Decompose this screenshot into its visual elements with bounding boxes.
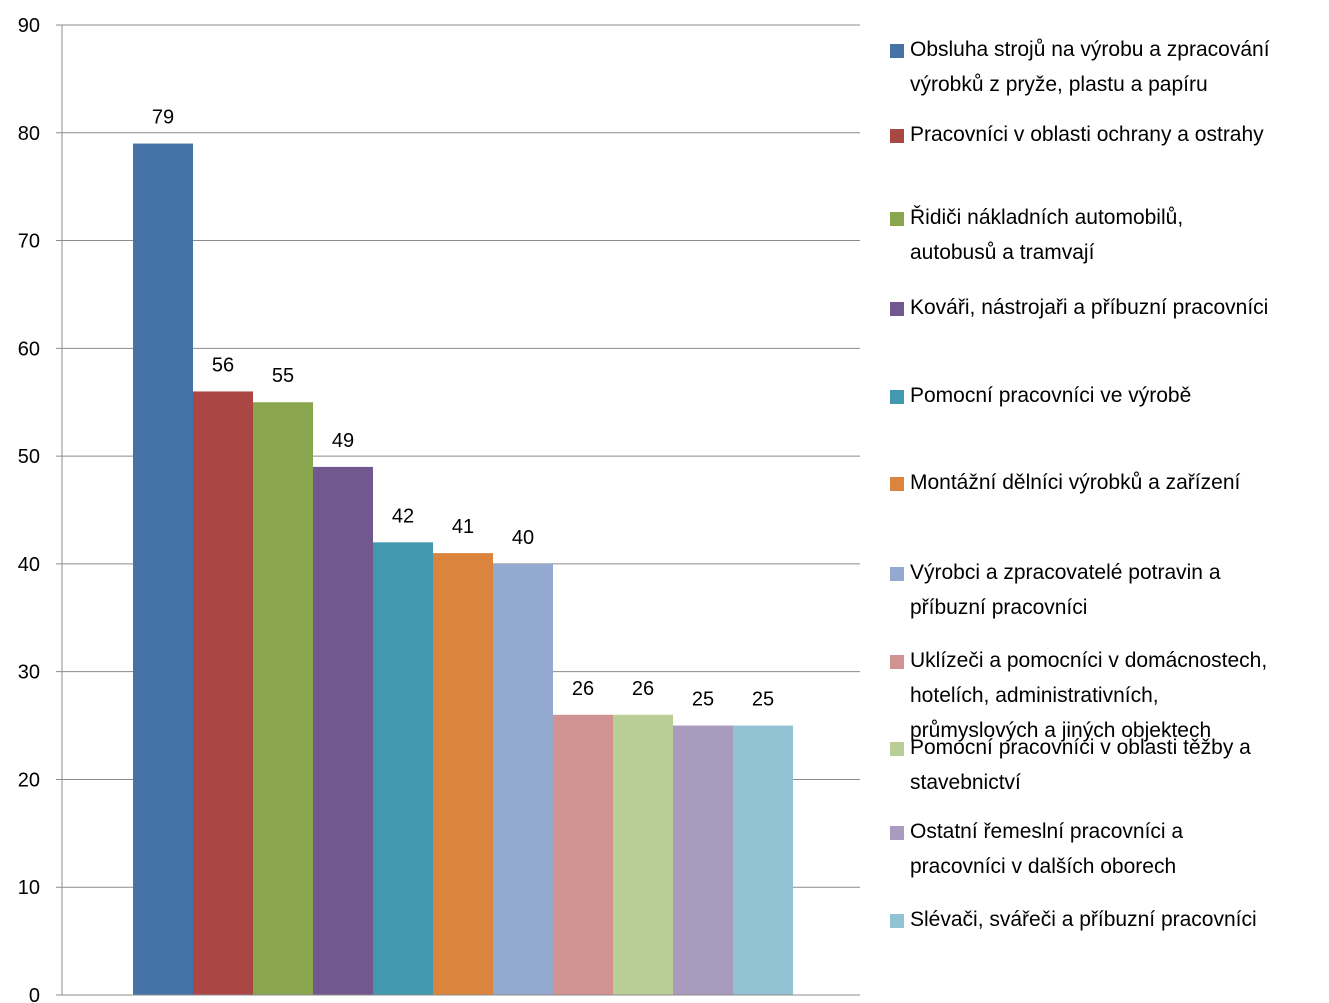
data-label: 49 — [332, 430, 354, 452]
data-labels: 79 56 55 49 42 41 40 26 26 25 25 — [152, 107, 774, 711]
y-tick-label: 60 — [18, 338, 40, 360]
y-tick-label: 10 — [18, 877, 40, 899]
bar — [553, 714, 613, 995]
bar — [493, 563, 553, 995]
y-tick-label: 50 — [18, 446, 40, 468]
bar — [193, 391, 253, 995]
legend-swatch — [890, 477, 904, 491]
data-label: 55 — [272, 365, 294, 387]
legend-label: Montážní dělníci výrobků a zařízení — [910, 471, 1241, 494]
legend-swatch — [890, 567, 904, 581]
legend-label: Výrobci a zpracovatelé potravin a příbuzn… — [910, 561, 1221, 619]
y-tick-label: 40 — [18, 554, 40, 576]
legend-label: Obsluha strojů na výrobu a zpracování výr… — [910, 38, 1270, 96]
bar — [673, 725, 733, 995]
data-label: 79 — [152, 107, 174, 129]
bars — [133, 143, 793, 996]
data-label: 42 — [392, 505, 414, 527]
y-tick-label: 0 — [29, 985, 40, 1003]
legend-swatch — [890, 44, 904, 58]
bar — [253, 402, 313, 995]
legend-swatch — [890, 212, 904, 226]
legend-label: Uklízeči a pomocníci v domácnostech, hote… — [910, 649, 1268, 742]
bar — [133, 143, 193, 996]
data-label: 41 — [452, 516, 474, 538]
y-tick-label: 80 — [18, 123, 40, 145]
legend-swatch — [890, 390, 904, 404]
legend-swatch — [890, 129, 904, 143]
data-label: 26 — [632, 678, 654, 700]
data-label: 25 — [752, 689, 774, 711]
legend-label: Pomocní pracovníci v oblasti těžby a stav… — [910, 736, 1251, 794]
legend-label: Pracovníci v oblasti ochrany a ostrahy — [910, 123, 1264, 146]
bar — [433, 553, 493, 995]
bar — [733, 725, 793, 995]
legend-swatch — [890, 302, 904, 316]
bar — [373, 542, 433, 995]
legend-swatch — [890, 742, 904, 756]
legend-swatch — [890, 914, 904, 928]
data-label: 40 — [512, 527, 534, 549]
data-label: 56 — [212, 354, 234, 376]
legend-label: Ostatní řemeslní pracovníci a pracovníci … — [910, 820, 1184, 878]
data-label: 25 — [692, 689, 714, 711]
legend-label: Slévači, svářeči a příbuzní pracovníci — [910, 908, 1257, 931]
legend-label: Řidiči nákladních automobilů, autobusů a … — [910, 206, 1184, 264]
chart-legend: Obsluha strojů na výrobu a zpracování výr… — [890, 0, 1329, 1003]
bar — [313, 466, 373, 995]
legend-label: Pomocní pracovníci ve výrobě — [910, 384, 1192, 407]
y-tick-label: 90 — [18, 15, 40, 37]
bar-chart: 0 10 20 30 40 50 60 70 80 90 79 56 55 49 42 41 40 26 26 25… — [18, 15, 860, 1003]
y-tick-label: 30 — [18, 662, 40, 684]
bar — [613, 714, 673, 995]
data-label: 26 — [572, 678, 594, 700]
legend-swatch — [890, 826, 904, 840]
legend-label: Kováři, nástrojaři a příbuzní pracovníci — [910, 296, 1269, 319]
y-tick-label: 70 — [18, 231, 40, 253]
y-tick-label: 20 — [18, 769, 40, 791]
legend-swatch — [890, 655, 904, 669]
y-axis-tick-labels: 0 10 20 30 40 50 60 70 80 90 — [18, 15, 40, 1003]
axes — [56, 25, 860, 996]
